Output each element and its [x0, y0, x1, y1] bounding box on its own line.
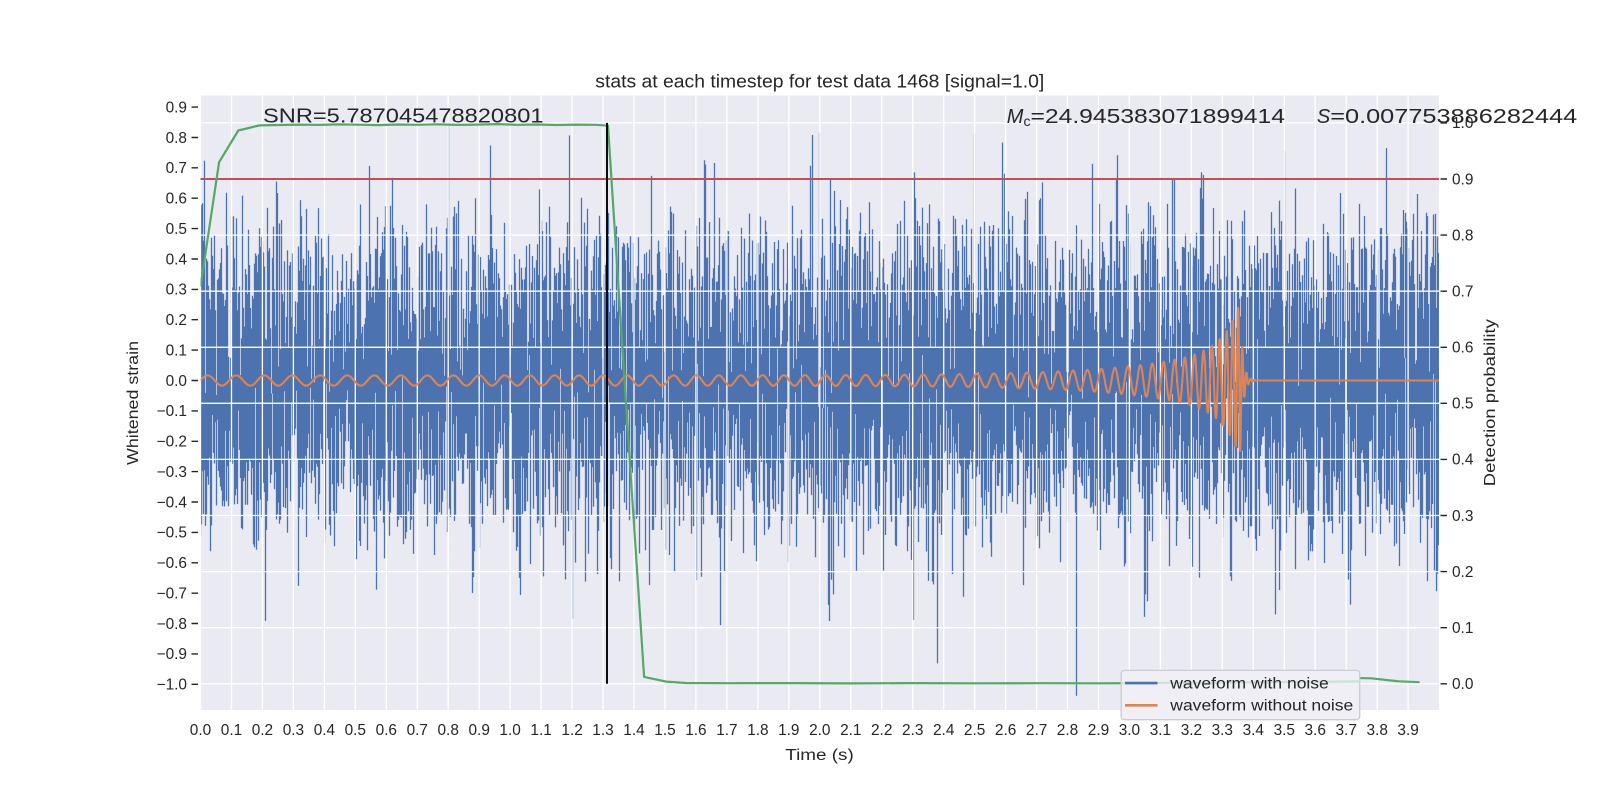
svg-text:waveform with noise: waveform with noise — [1169, 675, 1329, 692]
svg-text:SNR=5.787045478820801: SNR=5.787045478820801 — [263, 106, 544, 128]
svg-text:−1.0: −1.0 — [157, 677, 187, 694]
svg-text:−0.3: −0.3 — [157, 464, 187, 481]
svg-text:3.0: 3.0 — [1119, 722, 1140, 739]
svg-text:3.1: 3.1 — [1150, 722, 1171, 739]
svg-text:1.4: 1.4 — [623, 722, 645, 739]
svg-text:Whitened strain: Whitened strain — [125, 341, 142, 465]
svg-text:0.8: 0.8 — [1452, 227, 1473, 244]
svg-text:1.5: 1.5 — [654, 722, 675, 739]
svg-text:−0.4: −0.4 — [157, 494, 188, 511]
svg-text:2.4: 2.4 — [933, 722, 955, 739]
svg-text:0.1: 0.1 — [221, 722, 242, 739]
svg-text:0.9: 0.9 — [468, 722, 489, 739]
svg-text:−0.5: −0.5 — [157, 525, 187, 542]
svg-text:0.3: 0.3 — [283, 722, 304, 739]
svg-text:0.2: 0.2 — [166, 312, 187, 329]
svg-text:3.3: 3.3 — [1212, 722, 1233, 739]
svg-text:1.0: 1.0 — [499, 722, 520, 739]
svg-text:−0.2: −0.2 — [157, 434, 187, 451]
svg-text:0.8: 0.8 — [166, 130, 187, 147]
svg-text:0.9: 0.9 — [1452, 171, 1473, 188]
svg-text:0.3: 0.3 — [1452, 508, 1473, 525]
svg-text:0.0: 0.0 — [1452, 676, 1473, 693]
svg-text:0.3: 0.3 — [166, 282, 187, 299]
svg-text:2.3: 2.3 — [902, 722, 923, 739]
svg-text:0.5: 0.5 — [345, 722, 366, 739]
svg-text:0.1: 0.1 — [1452, 620, 1473, 637]
svg-text:0.7: 0.7 — [407, 722, 428, 739]
svg-text:2.8: 2.8 — [1057, 722, 1078, 739]
svg-text:−0.1: −0.1 — [157, 403, 187, 420]
svg-text:1.3: 1.3 — [592, 722, 613, 739]
svg-text:0.4: 0.4 — [166, 251, 188, 268]
svg-text:3.4: 3.4 — [1243, 722, 1265, 739]
svg-text:1.2: 1.2 — [561, 722, 582, 739]
svg-text:0.7: 0.7 — [1452, 284, 1473, 301]
svg-text:0.2: 0.2 — [252, 722, 273, 739]
svg-text:3.2: 3.2 — [1181, 722, 1202, 739]
svg-text:1.0: 1.0 — [1452, 115, 1473, 132]
svg-text:0.0: 0.0 — [166, 373, 187, 390]
svg-text:1.1: 1.1 — [530, 722, 551, 739]
svg-text:2.1: 2.1 — [840, 722, 861, 739]
svg-text:−0.6: −0.6 — [157, 555, 187, 572]
svg-text:0.7: 0.7 — [166, 160, 187, 177]
svg-text:0.9: 0.9 — [166, 99, 187, 116]
svg-text:3.7: 3.7 — [1335, 722, 1356, 739]
svg-text:2.6: 2.6 — [995, 722, 1016, 739]
svg-text:2.0: 2.0 — [809, 722, 830, 739]
svg-text:3.5: 3.5 — [1274, 722, 1295, 739]
svg-text:0.4: 0.4 — [314, 722, 336, 739]
svg-text:0.6: 0.6 — [166, 191, 187, 208]
svg-text:3.6: 3.6 — [1304, 722, 1325, 739]
svg-text:1.9: 1.9 — [778, 722, 799, 739]
svg-text:S=0.007753886282444: S=0.007753886282444 — [1317, 106, 1577, 128]
svg-text:1.8: 1.8 — [747, 722, 768, 739]
svg-text:waveform without noise: waveform without noise — [1169, 698, 1353, 715]
svg-text:−0.8: −0.8 — [157, 616, 187, 633]
svg-text:0.6: 0.6 — [376, 722, 397, 739]
svg-text:3.8: 3.8 — [1366, 722, 1387, 739]
svg-text:−0.7: −0.7 — [157, 586, 187, 603]
svg-text:stats at each timestep for tes: stats at each timestep for test data 146… — [595, 71, 1044, 92]
svg-text:0.1: 0.1 — [166, 342, 187, 359]
svg-text:Time (s): Time (s) — [785, 747, 854, 764]
svg-text:0.8: 0.8 — [437, 722, 458, 739]
svg-text:2.2: 2.2 — [871, 722, 892, 739]
svg-text:Detection probability: Detection probability — [1482, 319, 1499, 486]
svg-text:−0.9: −0.9 — [157, 646, 187, 663]
svg-text:3.9: 3.9 — [1397, 722, 1418, 739]
svg-text:2.9: 2.9 — [1088, 722, 1109, 739]
svg-text:1.7: 1.7 — [716, 722, 737, 739]
svg-text:0.4: 0.4 — [1452, 452, 1474, 469]
svg-text:0.0: 0.0 — [190, 722, 211, 739]
svg-text:2.7: 2.7 — [1026, 722, 1047, 739]
svg-text:0.5: 0.5 — [1452, 396, 1473, 413]
svg-text:0.2: 0.2 — [1452, 564, 1473, 581]
svg-text:2.5: 2.5 — [964, 722, 985, 739]
svg-text:1.6: 1.6 — [685, 722, 706, 739]
svg-text:Mc=24.945383071899414: Mc=24.945383071899414 — [1007, 106, 1285, 129]
svg-text:0.5: 0.5 — [166, 221, 187, 238]
svg-text:0.6: 0.6 — [1452, 340, 1473, 357]
